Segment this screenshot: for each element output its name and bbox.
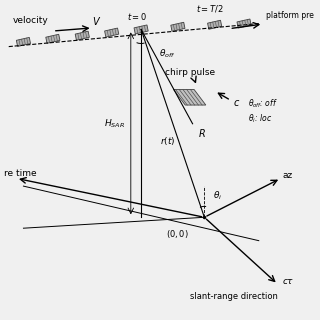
Polygon shape: [16, 37, 30, 46]
Polygon shape: [171, 22, 185, 31]
Text: $R$: $R$: [198, 127, 206, 139]
Polygon shape: [208, 20, 222, 29]
Text: $t=T/2$: $t=T/2$: [196, 3, 224, 14]
Text: $t=0$: $t=0$: [127, 12, 147, 22]
Text: $c\tau$: $c\tau$: [282, 277, 295, 286]
Polygon shape: [237, 19, 251, 28]
Text: $(0,0)$: $(0,0)$: [166, 228, 189, 240]
Text: chirp pulse: chirp pulse: [164, 68, 215, 77]
Text: $\theta_i$: $\theta_i$: [213, 189, 222, 202]
Text: platform pre: platform pre: [266, 11, 314, 20]
Text: re time: re time: [4, 169, 37, 178]
Text: $H_{SAR}$: $H_{SAR}$: [104, 117, 125, 130]
Polygon shape: [75, 31, 89, 40]
Polygon shape: [134, 25, 148, 34]
Text: $r(t)$: $r(t)$: [160, 135, 175, 147]
Polygon shape: [173, 90, 206, 105]
Text: az: az: [282, 171, 292, 180]
Text: slant-range direction: slant-range direction: [190, 292, 278, 301]
Polygon shape: [46, 34, 60, 43]
Text: velocity: velocity: [13, 16, 49, 25]
Text: $\theta_i$: loc: $\theta_i$: loc: [248, 113, 273, 125]
Polygon shape: [105, 28, 119, 37]
Text: $c$: $c$: [233, 99, 240, 108]
Text: $V$: $V$: [92, 15, 102, 27]
Text: $\theta_{off}$: $\theta_{off}$: [159, 47, 175, 60]
Text: $\theta_{off}$: off: $\theta_{off}$: off: [248, 97, 278, 110]
